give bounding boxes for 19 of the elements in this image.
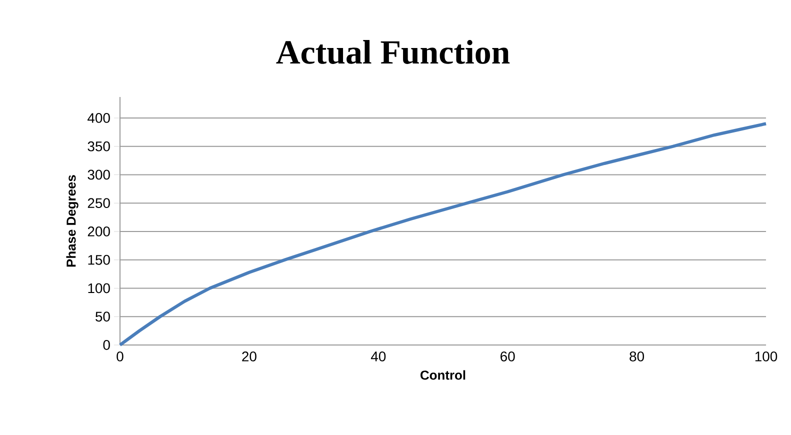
y-tick-label: 350 xyxy=(88,141,110,152)
x-tick-label: 80 xyxy=(630,352,644,362)
x-tick-label: 20 xyxy=(242,352,256,362)
x-tick-label: 40 xyxy=(370,352,386,362)
chart-title: Actual Function xyxy=(276,40,510,64)
y-tick-label: 200 xyxy=(88,226,110,236)
y-tick-label: 50 xyxy=(96,312,110,322)
x-tick-label: 60 xyxy=(500,352,515,362)
x-tick-label: 0 xyxy=(116,352,124,362)
x-tick-label: 100 xyxy=(755,352,778,362)
y-tick-label: 300 xyxy=(88,170,110,180)
y-tick-label: 0 xyxy=(103,340,110,350)
y-tick-label: 250 xyxy=(88,198,110,208)
y-tick-label: 100 xyxy=(88,283,110,294)
x-axis-title: Control xyxy=(420,370,466,380)
y-tick-label: 400 xyxy=(88,113,110,123)
y-axis-title: Phase Degrees xyxy=(66,175,78,267)
y-tick-label: 150 xyxy=(88,254,110,265)
line-series xyxy=(118,122,768,347)
